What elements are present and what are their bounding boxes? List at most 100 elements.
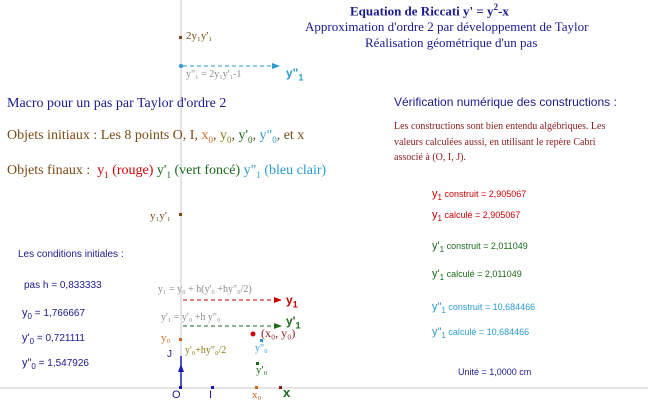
final-objects-label: Objets finaux : xyxy=(7,163,91,178)
yp1-construit-text: construit = 2,011049 xyxy=(444,241,528,251)
final-yp1-letter: y' xyxy=(156,163,167,178)
y1-calcule: y1 calculé = 2,905067 xyxy=(432,209,520,223)
final-ypp1-sub: 1 xyxy=(256,169,261,180)
point-y0 xyxy=(179,338,182,341)
title-suffix: -x xyxy=(498,3,509,19)
comma: , xyxy=(231,128,235,143)
yp0-sub: 0 xyxy=(29,337,35,346)
ypp1-construit-text: construit = 10,684466 xyxy=(445,302,536,312)
y0-letter: y xyxy=(22,307,28,319)
point-y1yp1 xyxy=(179,213,182,216)
final-y1-sub: 1 xyxy=(104,169,109,180)
final-ypp1: y"1 (bleu clair) xyxy=(243,163,327,180)
initial-x0: x0 xyxy=(201,128,213,145)
yp1-calcule-text: calculé = 2,011049 xyxy=(444,269,522,279)
yp0-value: y'0 = 0,721111 xyxy=(22,332,85,346)
point-2y1yp1 xyxy=(179,36,182,39)
ypp1-arrow-head xyxy=(272,63,280,69)
y1-arrow-head xyxy=(274,297,282,303)
ypp0-sub: 0 xyxy=(31,362,36,371)
ypp0-number: = 1,547926 xyxy=(35,358,89,369)
y0-value: y0 = 1,766667 xyxy=(22,307,85,321)
label-y1: y1 xyxy=(286,293,298,309)
y1-calcule-text: calculé = 2,905067 xyxy=(441,210,521,220)
title-prefix: Equation de Riccati y' = y xyxy=(350,3,494,19)
point-I xyxy=(211,386,214,389)
initial-y0-sub: 0 xyxy=(226,134,232,145)
yp1-sub: 1 xyxy=(439,272,445,282)
vector-oj-head xyxy=(178,364,184,372)
label-x0: x₀ xyxy=(252,389,262,401)
verification-heading: Vérification numérique des constructions… xyxy=(394,95,617,109)
label-x0y0: (x₀, y₀) xyxy=(261,326,296,340)
label-y1-equation: y₁ = y₀ + h(y'₀ +hy"₀/2) xyxy=(158,284,252,295)
yp1-construit: y'1 construit = 2,011049 xyxy=(432,240,528,254)
title-exponent: 2 xyxy=(493,2,499,12)
final-objects: Objets finaux : y1 (rouge) y'1 (vert fon… xyxy=(7,163,326,180)
ypp1-sub: 1 xyxy=(441,305,446,315)
label-y1-sub: 1 xyxy=(292,299,298,310)
y1-letter: y xyxy=(432,188,438,200)
final-ypp1-letter: y" xyxy=(243,163,257,178)
verification-p1: Les constructions sont bien entendu algé… xyxy=(394,121,606,132)
y0-sub: 0 xyxy=(27,312,32,321)
yp1-sub: 1 xyxy=(439,244,445,254)
point-x0 xyxy=(255,386,258,389)
point-ypp1 xyxy=(179,64,183,68)
yp1-calcule: y'1 calculé = 2,011049 xyxy=(432,268,522,282)
verification-p3: associé à (O, I, J). xyxy=(394,152,466,163)
label-yp1-equation: y'₁ = y'₀ +h y"₀ xyxy=(161,312,221,323)
point-x xyxy=(279,386,282,389)
initial-objects: Objets initiaux : Les 8 points O, I, x0,… xyxy=(7,128,304,145)
final-y1: y1 (rouge) xyxy=(97,163,154,180)
comma: , xyxy=(212,128,217,143)
initial-ypp0-sub: 0 xyxy=(272,134,277,145)
label-2y1yp1: 2y₁y'₁ xyxy=(186,30,213,42)
unite-value: Unité = 1,0000 cm xyxy=(458,367,532,377)
initial-x0-letter: x xyxy=(201,128,209,143)
initial-ypp0-letter: y" xyxy=(259,128,273,143)
initial-y0-letter: y xyxy=(219,128,227,143)
final-yp1-sub: 1 xyxy=(166,169,171,180)
initial-ypp0: y"0 xyxy=(259,128,277,145)
y1-sub: 1 xyxy=(437,213,442,223)
label-ypp1-letter: y" xyxy=(286,66,299,80)
label-yp1-sub: 1 xyxy=(295,320,301,331)
label-y1-letter: y xyxy=(286,293,293,307)
final-yp1: y'1 (vert foncé) xyxy=(156,163,240,180)
ypp1-calcule: y"1 calculé = 10,684466 xyxy=(432,326,529,340)
comma: , xyxy=(252,128,256,143)
label-yp0-half: y'₀+hy"₀/2 xyxy=(185,345,227,356)
initial-objects-text: Les 8 points O, I, xyxy=(100,128,198,143)
label-ypp1-sub: 1 xyxy=(298,72,304,83)
ypp1-letter: y" xyxy=(432,326,442,338)
y1-sub: 1 xyxy=(437,192,442,202)
point-yp0 xyxy=(256,362,259,365)
label-J: J xyxy=(167,349,172,360)
verification-p2: valeurs calculées aussi, en utilisant le… xyxy=(394,137,596,148)
initial-yp0-letter: y' xyxy=(238,128,248,143)
final-y1-color: (rouge) xyxy=(112,163,154,178)
label-yp0: y'₀ xyxy=(256,364,268,376)
label-ypp0: y"₀ xyxy=(255,343,268,354)
final-ypp1-color: (bleu clair) xyxy=(264,163,327,178)
initial-objects-label: Objets initiaux : xyxy=(7,128,98,143)
label-yp1: y'1 xyxy=(286,314,301,330)
yp1-letter: y' xyxy=(432,268,440,280)
yp0-number: = 0,721111 xyxy=(34,333,85,344)
point-x0y0 xyxy=(250,331,256,337)
label-ypp1-equation: y"₁ = 2y₁y'₁-1 xyxy=(186,69,242,80)
label-ypp1: y"1 xyxy=(286,66,303,82)
initial-yp0: y'0 xyxy=(238,128,252,145)
yp1-arrow-head xyxy=(274,323,282,329)
yp0-letter: y' xyxy=(22,332,30,344)
label-O: O xyxy=(172,389,181,401)
ypp1-letter: y" xyxy=(432,301,442,313)
label-yp1-letter: y' xyxy=(286,314,296,328)
final-y1-letter: y xyxy=(97,163,105,178)
label-x: x xyxy=(283,385,291,400)
label-y0: y₀ xyxy=(161,332,171,344)
subtitle-approximation: Approximation d'ordre 2 par développemen… xyxy=(305,19,589,34)
yp1-letter: y' xyxy=(432,240,440,252)
